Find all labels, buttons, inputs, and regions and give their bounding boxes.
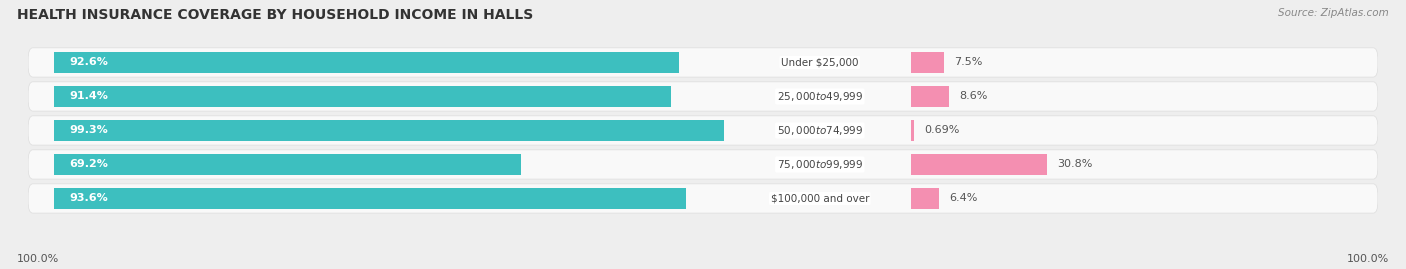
Text: 8.6%: 8.6% [959,91,987,101]
Bar [53,86,671,107]
Bar [53,52,679,73]
Text: 100.0%: 100.0% [1347,254,1389,264]
Text: 6.4%: 6.4% [949,193,977,203]
Bar [53,188,686,209]
Bar [911,52,943,73]
FancyBboxPatch shape [28,82,1378,111]
Text: Under $25,000: Under $25,000 [782,58,859,68]
Text: 92.6%: 92.6% [70,58,108,68]
Text: 91.4%: 91.4% [70,91,108,101]
FancyBboxPatch shape [28,150,1378,179]
Text: 7.5%: 7.5% [955,58,983,68]
Bar [911,154,1046,175]
FancyBboxPatch shape [28,116,1378,145]
Text: 69.2%: 69.2% [70,160,108,169]
Bar [53,154,522,175]
Text: 100.0%: 100.0% [17,254,59,264]
Bar [53,120,724,141]
Text: $75,000 to $99,999: $75,000 to $99,999 [776,158,863,171]
FancyBboxPatch shape [28,184,1378,213]
Bar [911,120,914,141]
FancyBboxPatch shape [28,48,1378,77]
Bar [911,188,939,209]
Text: 93.6%: 93.6% [70,193,108,203]
Text: $100,000 and over: $100,000 and over [770,193,869,203]
Text: 30.8%: 30.8% [1057,160,1092,169]
Text: HEALTH INSURANCE COVERAGE BY HOUSEHOLD INCOME IN HALLS: HEALTH INSURANCE COVERAGE BY HOUSEHOLD I… [17,8,533,22]
Text: 99.3%: 99.3% [70,125,108,136]
Text: 0.69%: 0.69% [924,125,959,136]
Text: $50,000 to $74,999: $50,000 to $74,999 [776,124,863,137]
Text: Source: ZipAtlas.com: Source: ZipAtlas.com [1278,8,1389,18]
Bar [911,86,949,107]
Text: $25,000 to $49,999: $25,000 to $49,999 [776,90,863,103]
